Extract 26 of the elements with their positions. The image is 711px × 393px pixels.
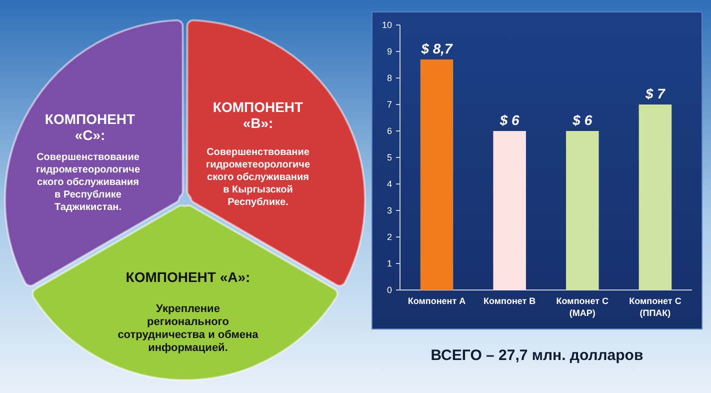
y-tick-label: 9 bbox=[386, 46, 392, 57]
text: Укрепление регионального сотрудничества и обмена информацией. bbox=[118, 303, 260, 354]
y-tick-label: 5 bbox=[386, 152, 392, 163]
text: Совершенствование гидрометеорологиче ского обслуживания в Кыргызской Республике. bbox=[206, 147, 310, 208]
data-label: $ 7 bbox=[644, 86, 666, 102]
x-tick-label: Компонет С (ППАК) bbox=[629, 296, 682, 318]
y-tick-label: 6 bbox=[386, 126, 392, 136]
y-tick-label: 2 bbox=[386, 232, 392, 242]
data-label: $ 8,7 bbox=[420, 40, 454, 56]
text: КОМПОНЕНТ «А»: bbox=[126, 269, 250, 285]
data-label: $ 6 bbox=[498, 112, 520, 128]
y-tick-label: 3 bbox=[386, 206, 392, 216]
y-tick-label: 8 bbox=[386, 73, 392, 84]
y-tick-label: 1 bbox=[386, 258, 392, 269]
text: КОМПОНЕНТ «С»: bbox=[44, 111, 136, 143]
data-label: $ 6 bbox=[572, 112, 592, 128]
y-tick-label: 4 bbox=[386, 179, 392, 190]
x-tick-label: Компонет С (МАР) bbox=[556, 296, 609, 318]
y-tick-label: 0 bbox=[386, 285, 392, 296]
text: Совершенствование гидрометеорологиче ского обслуживания в Республике Таджикистан. bbox=[36, 152, 140, 213]
x-tick-label: Компонент А bbox=[408, 296, 466, 306]
y-tick-label: 10 bbox=[382, 20, 392, 30]
text: КОМПОНЕНТ «В»: bbox=[212, 99, 304, 131]
text: ВСЕГО – 27,7 млн. долларов bbox=[430, 347, 644, 364]
x-tick-label: Компонет В bbox=[483, 296, 536, 306]
y-tick-label: 7 bbox=[386, 100, 392, 110]
